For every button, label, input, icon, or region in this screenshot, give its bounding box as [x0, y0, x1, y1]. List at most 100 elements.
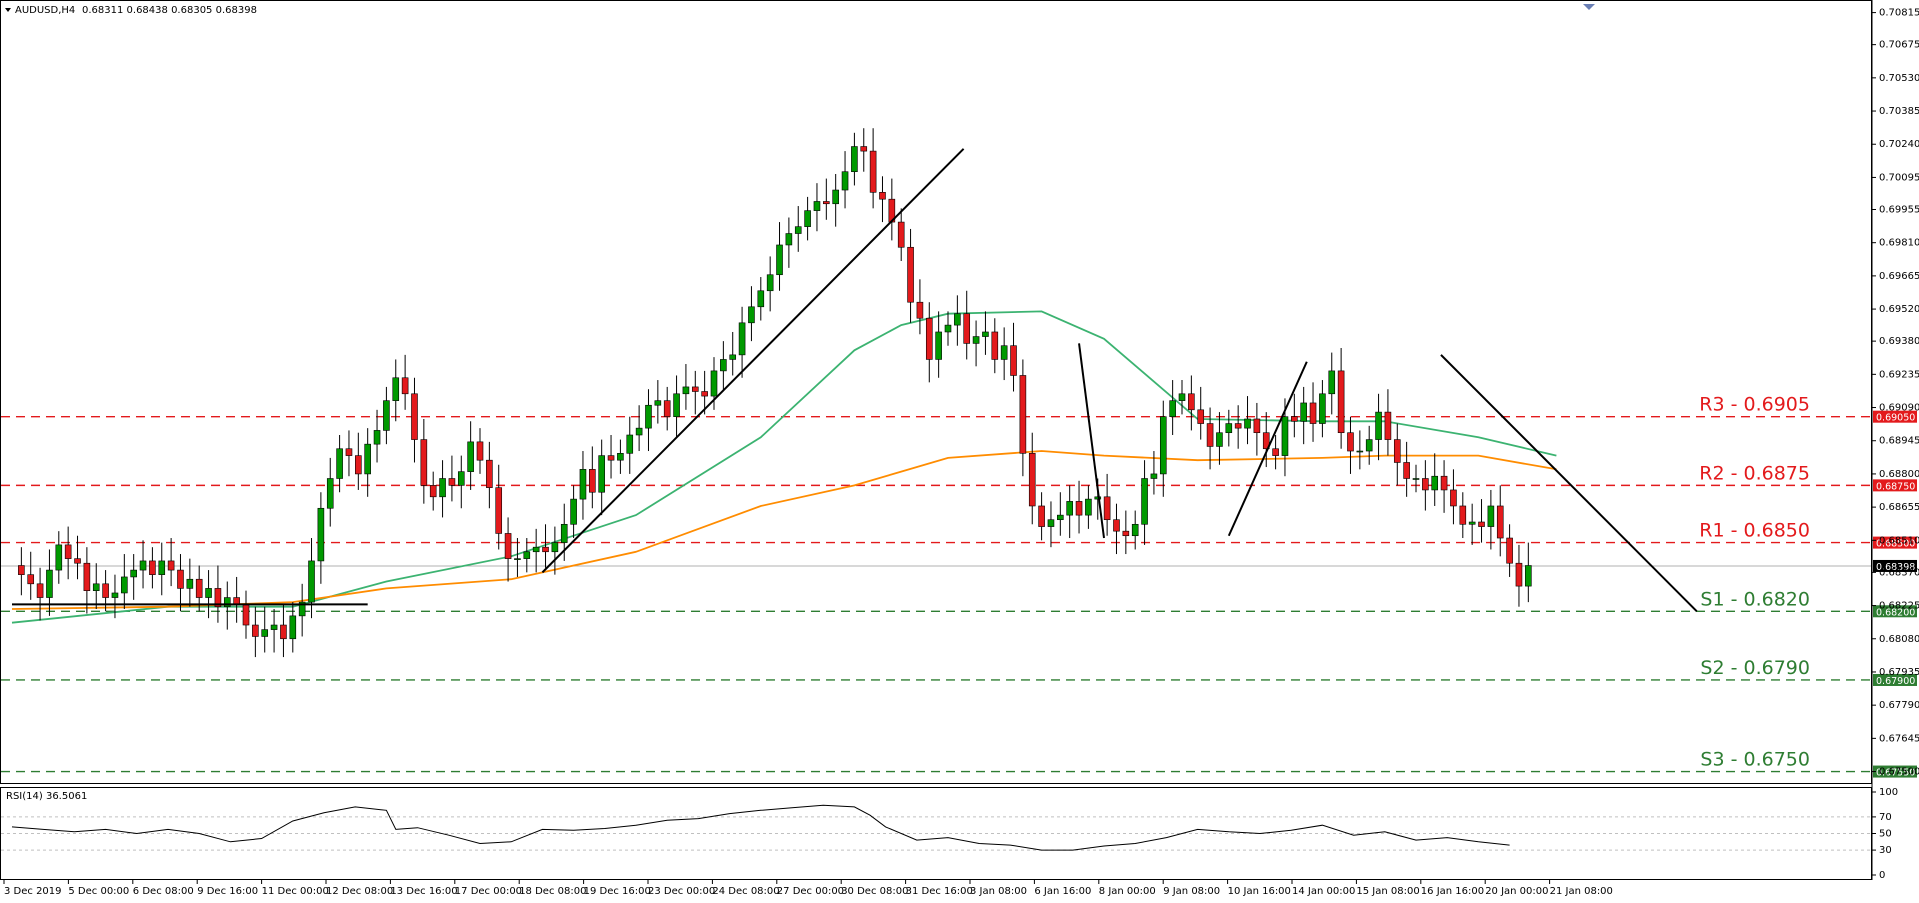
candle-body: [1365, 439, 1373, 452]
rsi-label: RSI(14) 36.5061: [6, 791, 87, 802]
trendlines: [12, 148, 1698, 612]
candle-body: [1356, 450, 1364, 453]
ohlc-header: 0.68311 0.68438 0.68305 0.68398: [82, 5, 257, 16]
candle-body: [177, 569, 184, 589]
time-tick-label: 19 Dec 16:00: [584, 886, 651, 897]
chart-menu-triangle-icon[interactable]: [5, 8, 11, 12]
level-price-tag: [1873, 479, 1917, 492]
candle-body: [776, 244, 783, 276]
candle-body: [18, 565, 25, 575]
candle-body: [504, 533, 512, 559]
candle-body: [298, 601, 306, 617]
candle-body: [869, 150, 877, 193]
rsi-line: [11, 804, 1510, 851]
candle-body: [280, 624, 287, 640]
price-tick-label: 0.67935: [1879, 667, 1919, 678]
candle-body: [1206, 423, 1214, 447]
candle-body: [1075, 501, 1083, 516]
candle-body: [36, 583, 44, 598]
candle-body: [748, 306, 755, 324]
candle-body: [645, 404, 652, 429]
ma-orange-line: [11, 450, 1557, 610]
candle-body: [542, 546, 549, 553]
price-tick-label: 0.67645: [1879, 733, 1919, 744]
candle-body: [1478, 521, 1485, 527]
symbol-header: AUDUSD,H4: [15, 5, 75, 16]
level-price-tag-text: 0.68500: [1876, 539, 1915, 550]
candle-body: [486, 459, 493, 488]
candle-body: [935, 331, 942, 360]
current-price-tag-text: 0.68398: [1876, 562, 1915, 573]
level-price-tag-text: 0.68750: [1876, 481, 1915, 492]
price-tick-label: 0.68370: [1879, 567, 1919, 578]
candle-body: [982, 331, 989, 337]
level-label: S1 - 0.6820: [1700, 588, 1810, 610]
candle-body: [1159, 416, 1167, 475]
candle-body: [1234, 423, 1242, 429]
level-price-tag: [1873, 765, 1917, 778]
candle-body: [1178, 393, 1186, 401]
level-label: R3 - 0.6905: [1699, 394, 1810, 416]
candle-body: [1028, 453, 1036, 507]
candle-body: [411, 393, 418, 440]
candle-body: [1525, 565, 1532, 587]
time-tick-label: 8 Jan 00:00: [1099, 886, 1156, 897]
candle-body: [1085, 498, 1092, 516]
price-tick-label: 0.69380: [1879, 336, 1919, 347]
candle-body: [1300, 402, 1307, 422]
candle-body: [991, 331, 999, 360]
price-axis: 0.70815 0.70675 0.70530 0.70385 0.70240 0.700…: [1872, 8, 1919, 778]
candle-body: [64, 544, 72, 559]
time-tick-label: 6 Jan 16:00: [1034, 886, 1091, 897]
candle-body: [336, 448, 343, 479]
candle-body: [1281, 416, 1289, 456]
candle-body: [589, 469, 596, 493]
candle-body: [223, 597, 231, 608]
candle-body: [972, 336, 980, 344]
candle-body: [579, 469, 587, 500]
time-tick-label: 14 Jan 00:00: [1292, 886, 1355, 897]
candle-body: [1412, 478, 1420, 480]
time-tick-label: 15 Jan 08:00: [1356, 886, 1419, 897]
level-price-tag: [1873, 673, 1917, 686]
candle-body: [420, 439, 428, 486]
level-price-tag-text: 0.68200: [1876, 607, 1915, 618]
candle-body: [401, 377, 409, 395]
candle-body: [74, 558, 81, 564]
candle-body: [1262, 432, 1270, 450]
candle-body: [785, 233, 793, 246]
candle-body: [46, 569, 53, 598]
candle-body: [1309, 402, 1317, 424]
time-tick-label: 20 Jan 00:00: [1485, 886, 1548, 897]
price-tick-label: 0.69520: [1879, 304, 1919, 315]
time-tick-label: 30 Dec 08:00: [841, 886, 908, 897]
candle-body: [635, 427, 643, 436]
time-axis: 3 Dec 2019 5 Dec 00:00 6 Dec 08:00 9 Dec 16…: [3, 880, 1613, 897]
level-price-tag: [1873, 410, 1917, 423]
candle-body: [766, 274, 774, 292]
candle-body: [121, 576, 128, 594]
time-tick-label: 27 Dec 00:00: [777, 886, 844, 897]
candle-body: [720, 359, 727, 372]
candle-body: [373, 430, 381, 445]
candle-body: [1291, 416, 1298, 422]
candle-body: [1066, 501, 1073, 516]
candle-body: [954, 313, 961, 326]
candle-body: [944, 324, 952, 333]
rsi-tick-label: 70: [1879, 812, 1892, 823]
candle-body: [83, 562, 91, 591]
candle-body: [710, 370, 718, 397]
candle-body: [149, 560, 156, 575]
time-tick-label: 12 Dec 08:00: [326, 886, 393, 897]
candle-body: [55, 544, 63, 571]
candle-body: [214, 588, 222, 608]
rsi-plot-frame: [0, 787, 1872, 880]
price-tick-label: 0.68225: [1879, 601, 1919, 612]
price-tick-label: 0.68800: [1879, 469, 1919, 480]
candle-body: [626, 434, 634, 454]
candle-body: [1244, 418, 1251, 429]
candle-body: [102, 583, 109, 598]
time-tick-label: 21 Jan 08:00: [1550, 886, 1613, 897]
level-label: S2 - 0.6790: [1700, 657, 1810, 679]
